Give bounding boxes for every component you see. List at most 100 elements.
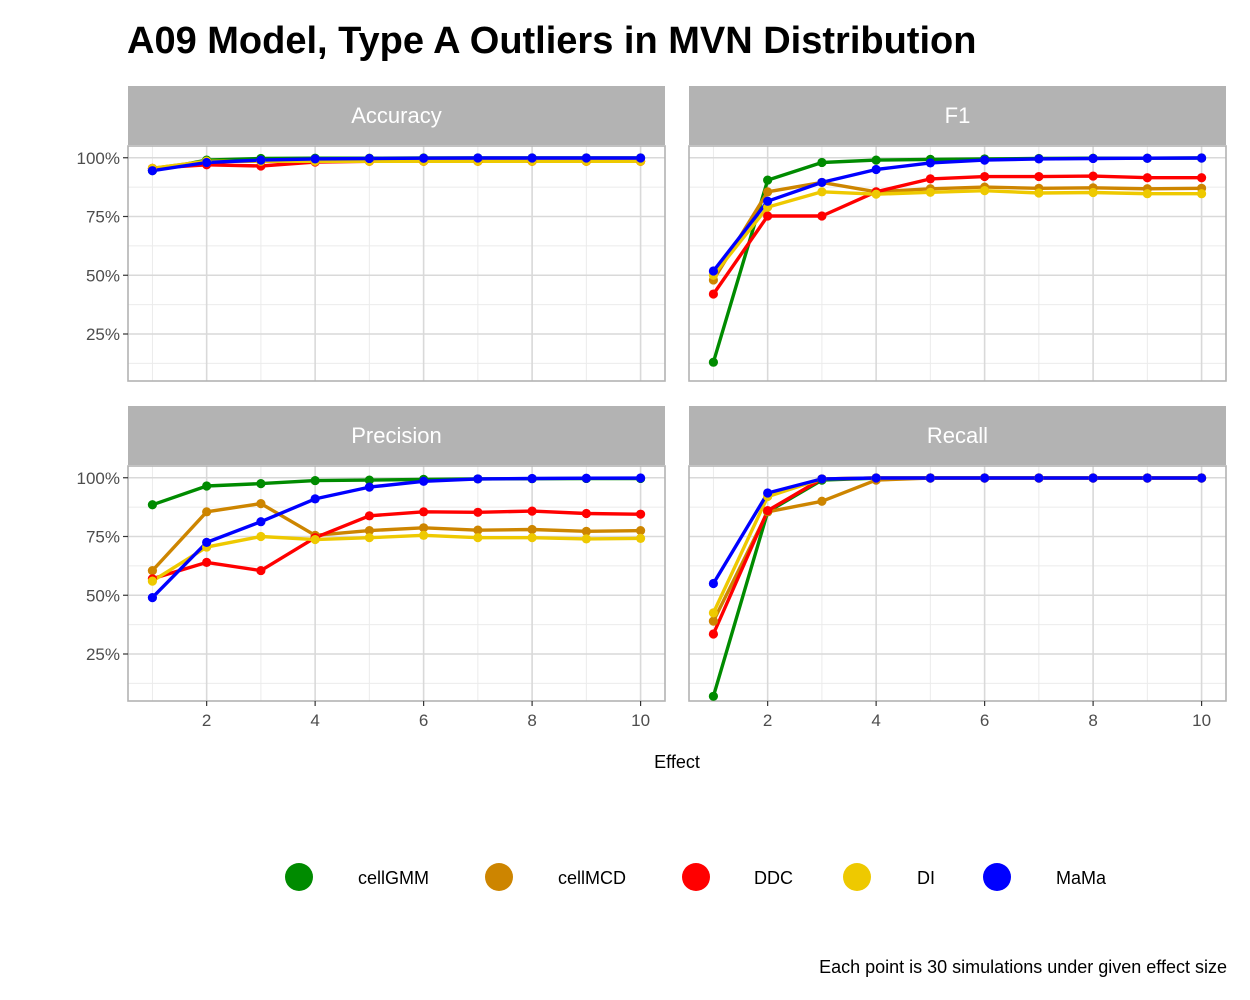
legend-item-cellmcd: cellMCD bbox=[485, 863, 626, 891]
y-tick-label: 100% bbox=[77, 469, 120, 488]
data-point-recall-mama bbox=[1196, 473, 1207, 483]
data-point-precision-mama bbox=[147, 593, 158, 603]
plot-bg-precision bbox=[128, 466, 665, 701]
data-point-accuracy-mama bbox=[581, 153, 591, 163]
panel-f1: F1 bbox=[688, 86, 1227, 382]
panel-border-precision bbox=[127, 465, 666, 702]
plot-bg-recall bbox=[689, 466, 1226, 701]
data-point-precision-cellmcd bbox=[635, 526, 646, 536]
data-point-precision-mama bbox=[256, 517, 266, 527]
series-line-accuracy-mama bbox=[152, 156, 641, 173]
data-point-f1-cellgmm bbox=[708, 357, 719, 367]
data-point-recall-mama bbox=[817, 474, 827, 484]
data-point-precision-cellmcd bbox=[527, 524, 537, 535]
data-point-precision-mama bbox=[473, 474, 483, 484]
data-point-precision-ddc bbox=[364, 511, 374, 521]
strip-label-accuracy: Accuracy bbox=[351, 103, 441, 128]
data-point-f1-di bbox=[925, 187, 935, 197]
data-point-f1-ddc bbox=[1034, 171, 1044, 182]
data-point-precision-mama bbox=[635, 473, 646, 483]
data-point-precision-cellmcd bbox=[364, 526, 374, 536]
x-axis-layer: 2 4 6 8 10 2 4 6 8 10 bbox=[202, 701, 1211, 730]
data-point-precision-di bbox=[147, 576, 158, 586]
chart-title: A09 Model, Type A Outliers in MVN Distri… bbox=[127, 20, 976, 62]
data-point-f1-ddc bbox=[980, 171, 990, 182]
series-group-recall bbox=[708, 473, 1207, 701]
plot-bg-accuracy bbox=[128, 146, 665, 381]
data-point-precision-cellgmm bbox=[256, 479, 266, 489]
data-point-accuracy-mama bbox=[147, 166, 158, 176]
y-tick-label: 75% bbox=[86, 528, 120, 547]
legend-label-ddc: DDC bbox=[754, 868, 793, 888]
strip-label-f1: F1 bbox=[945, 103, 971, 128]
data-point-f1-mama bbox=[1088, 153, 1098, 164]
x-tick-label: 8 bbox=[1088, 711, 1097, 730]
data-point-precision-di bbox=[256, 531, 266, 542]
data-point-precision-ddc bbox=[527, 506, 537, 516]
y-tick-label: 25% bbox=[86, 325, 120, 344]
x-tick-label: 6 bbox=[419, 711, 428, 730]
legend-key-ddc bbox=[682, 863, 710, 891]
data-point-accuracy-mama bbox=[527, 153, 537, 163]
legend-item-di: DI bbox=[843, 863, 935, 891]
data-point-precision-cellmcd bbox=[147, 565, 158, 576]
data-point-recall-cellgmm bbox=[708, 691, 719, 701]
series-line-f1-di bbox=[712, 188, 1202, 277]
data-point-f1-di bbox=[1196, 189, 1207, 199]
x-tick-label: 2 bbox=[763, 711, 772, 730]
panel-recall: Recall bbox=[688, 406, 1227, 702]
data-point-accuracy-mama bbox=[202, 157, 212, 168]
data-point-precision-cellmcd bbox=[419, 523, 429, 533]
data-point-accuracy-mama bbox=[256, 155, 266, 165]
data-point-recall-mama bbox=[1088, 473, 1098, 483]
data-point-precision-mama bbox=[419, 476, 429, 486]
data-point-recall-mama bbox=[871, 473, 881, 483]
data-point-f1-di bbox=[1142, 189, 1152, 199]
legend-key-di bbox=[843, 863, 871, 891]
plot-bg-f1 bbox=[689, 146, 1226, 381]
data-point-precision-cellmcd bbox=[581, 526, 591, 536]
series-line-recall-mama bbox=[711, 476, 1202, 585]
strip-label-precision: Precision bbox=[351, 423, 441, 448]
panel-border-recall bbox=[688, 465, 1227, 702]
data-point-f1-ddc bbox=[1196, 173, 1207, 183]
data-point-recall-cellmcd bbox=[817, 496, 827, 506]
data-point-precision-di bbox=[364, 533, 374, 543]
data-point-precision-di bbox=[419, 530, 429, 540]
data-point-f1-di bbox=[1034, 188, 1044, 198]
data-point-f1-mama bbox=[1142, 153, 1152, 163]
data-point-precision-ddc bbox=[581, 508, 591, 519]
x-tick-label: 4 bbox=[310, 711, 319, 730]
data-point-recall-di bbox=[708, 608, 719, 618]
data-point-precision-mama bbox=[527, 473, 537, 484]
strip-accuracy bbox=[128, 86, 665, 145]
data-point-accuracy-mama bbox=[635, 153, 646, 163]
strip-precision bbox=[128, 406, 665, 465]
y-tick-label: 50% bbox=[86, 266, 120, 285]
series-group-accuracy bbox=[147, 153, 646, 176]
data-point-precision-ddc bbox=[202, 557, 212, 567]
data-point-f1-di bbox=[1088, 187, 1098, 198]
data-point-accuracy-mama bbox=[473, 153, 483, 163]
x-tick-label: 8 bbox=[527, 711, 536, 730]
data-point-precision-cellmcd bbox=[256, 499, 266, 509]
chart-caption: Each point is 30 simulations under given… bbox=[819, 957, 1227, 977]
y-tick-label: 25% bbox=[86, 645, 120, 664]
legend-item-ddc: DDC bbox=[682, 863, 793, 891]
data-point-f1-mama bbox=[763, 196, 773, 206]
legend-label-cellmcd: cellMCD bbox=[558, 868, 626, 888]
series-line-precision-di bbox=[151, 533, 641, 583]
data-point-precision-mama bbox=[364, 482, 374, 492]
data-point-f1-mama bbox=[925, 158, 935, 168]
panel-accuracy: Accuracy 25% 50% 75% 100% bbox=[77, 86, 666, 382]
strip-label-recall: Recall bbox=[927, 423, 988, 448]
x-axis-title: Effect bbox=[654, 752, 700, 772]
data-point-recall-mama bbox=[763, 488, 773, 498]
x-tick-label: 4 bbox=[871, 711, 880, 730]
data-point-precision-cellmcd bbox=[202, 507, 212, 517]
data-point-recall-mama bbox=[708, 578, 719, 589]
strip-f1 bbox=[689, 86, 1226, 145]
series-line-f1-cellmcd bbox=[711, 180, 1202, 281]
series-line-precision-cellmcd bbox=[151, 501, 641, 572]
